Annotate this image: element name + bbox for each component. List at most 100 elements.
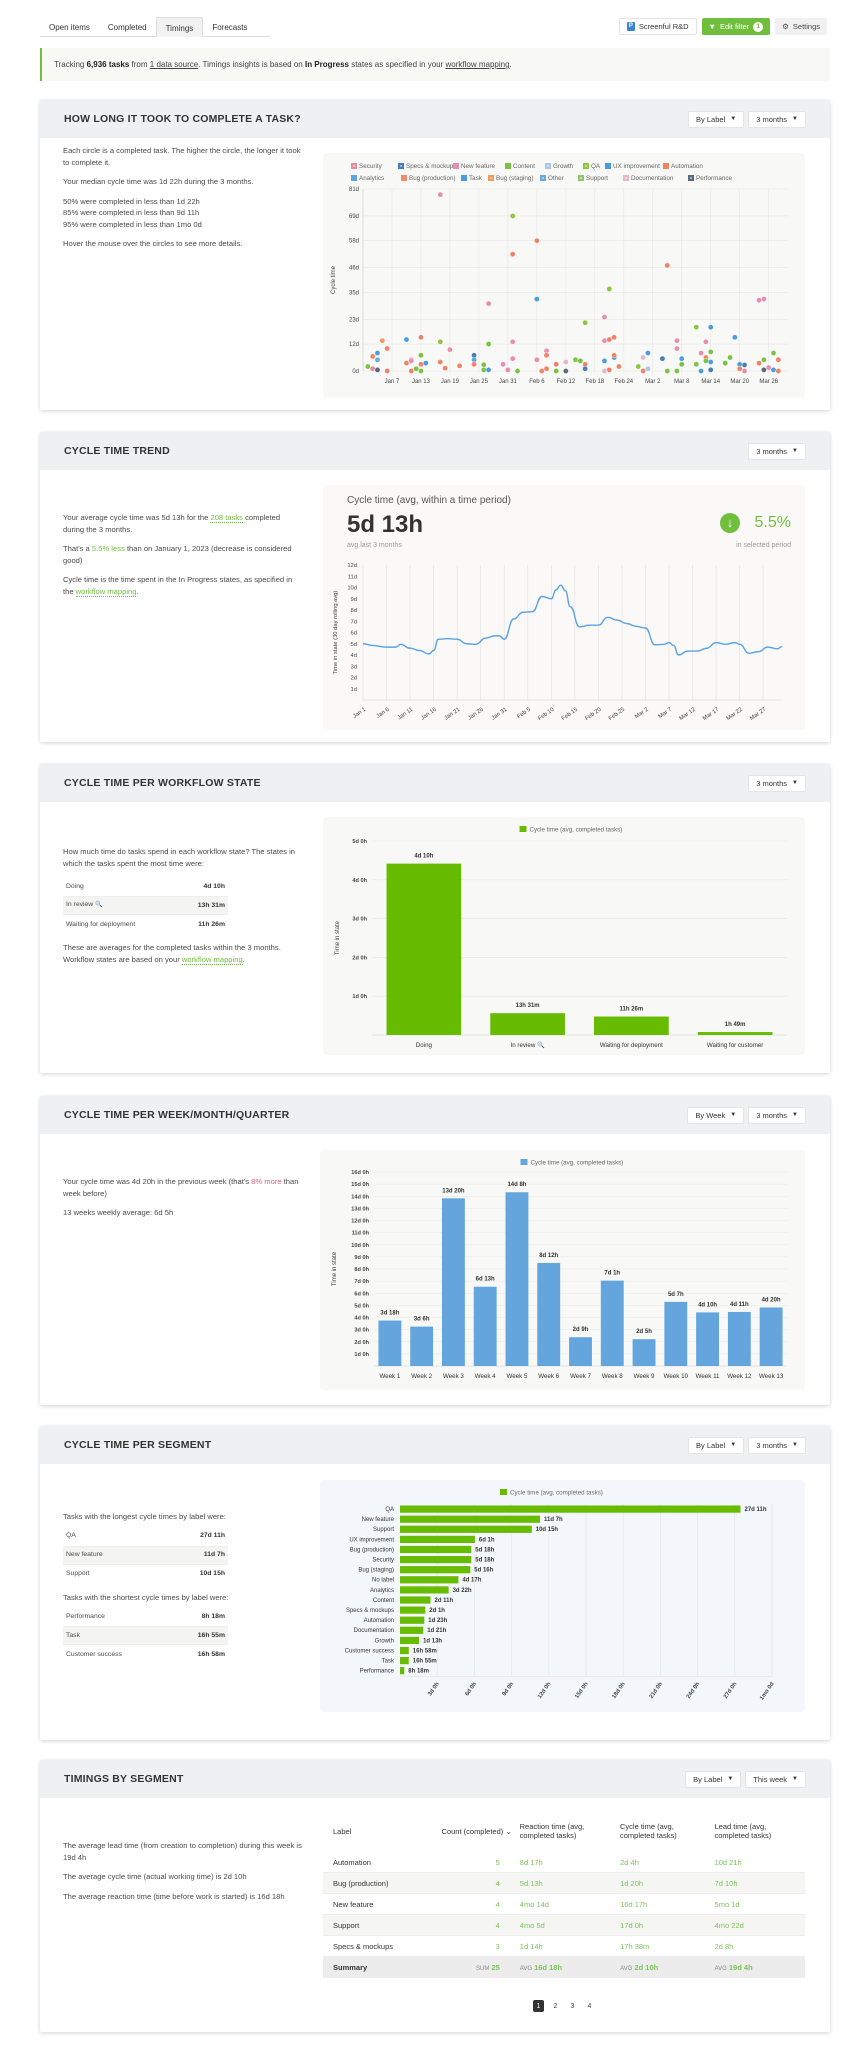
scatter-point[interactable] xyxy=(761,367,767,373)
scatter-point[interactable] xyxy=(756,297,762,304)
tasks-link[interactable]: 208 tasks xyxy=(210,513,243,523)
scatter-point[interactable] xyxy=(645,350,651,356)
edit-filter-button[interactable]: ▼ Edit filter 1 xyxy=(701,18,771,35)
scatter-point[interactable] xyxy=(640,368,646,374)
scatter-point[interactable] xyxy=(601,314,608,320)
scatter-point[interactable] xyxy=(403,360,410,366)
table-row[interactable]: Automation 5 8d 17h 2d 4h 10d 21h xyxy=(323,1852,805,1873)
bar[interactable] xyxy=(400,1626,424,1634)
period-select[interactable]: 3 months ▼ xyxy=(748,1106,806,1124)
scatter-point[interactable] xyxy=(374,350,381,356)
scatter-point[interactable] xyxy=(693,361,700,368)
scatter-point[interactable] xyxy=(707,359,714,365)
scatter-point[interactable] xyxy=(413,365,419,372)
period-select[interactable]: 3 months ▼ xyxy=(748,110,806,128)
scatter-point[interactable] xyxy=(732,334,738,341)
bar[interactable] xyxy=(696,1312,720,1366)
scatter-point[interactable] xyxy=(485,367,492,373)
group-by-select[interactable]: By Label ▼ xyxy=(688,110,745,128)
scatter-point[interactable] xyxy=(369,353,376,360)
scatter-point[interactable] xyxy=(775,368,782,374)
bar[interactable] xyxy=(759,1307,783,1366)
scatter-point[interactable] xyxy=(442,365,448,371)
bar[interactable] xyxy=(378,1320,402,1366)
column-lead-time[interactable]: Lead time (avg, completed tasks) xyxy=(714,1822,772,1840)
bar[interactable] xyxy=(727,1311,751,1366)
column-reaction-time[interactable]: Reaction time (avg, completed tasks) xyxy=(519,1822,585,1840)
bar[interactable] xyxy=(505,1192,529,1366)
scatter-point[interactable] xyxy=(500,361,506,368)
scatter-point[interactable] xyxy=(509,251,516,257)
scatter-point[interactable] xyxy=(765,364,772,371)
scatter-point[interactable] xyxy=(418,334,424,341)
search-icon[interactable]: 🔍 xyxy=(95,902,103,909)
page-3-button[interactable]: 3 xyxy=(570,2002,575,2010)
scatter-point[interactable] xyxy=(664,368,671,374)
scatter-point[interactable] xyxy=(707,367,714,373)
bar[interactable] xyxy=(400,1636,420,1644)
scatter-point[interactable] xyxy=(611,352,617,359)
tab-open-items[interactable]: Open items xyxy=(49,23,90,32)
scatter-point[interactable] xyxy=(698,368,704,374)
page-1-button[interactable]: 1 xyxy=(533,2000,544,2012)
bar[interactable] xyxy=(632,1339,656,1366)
bar[interactable] xyxy=(400,1657,409,1665)
data-source-link[interactable]: 1 data source xyxy=(149,60,199,69)
scatter-point[interactable] xyxy=(674,345,680,352)
scatter-point[interactable] xyxy=(761,356,767,363)
scatter-point[interactable] xyxy=(485,341,492,347)
scatter-point[interactable] xyxy=(770,350,777,356)
bar[interactable] xyxy=(400,1505,741,1513)
scatter-point[interactable] xyxy=(543,365,550,372)
scatter-point[interactable] xyxy=(509,213,516,219)
workflow-mapping-link[interactable]: workflow mapping xyxy=(445,60,510,69)
scatter-point[interactable] xyxy=(437,191,444,198)
table-row[interactable]: Support 4 4mo 5d 17d 0h 4mo 22d xyxy=(323,1915,805,1936)
scatter-point[interactable] xyxy=(471,352,477,359)
bar[interactable] xyxy=(569,1337,592,1366)
scatter-point[interactable] xyxy=(543,352,550,359)
column-cycle-time[interactable]: Cycle time (avg, completed tasks) xyxy=(620,1822,677,1840)
scatter-point[interactable] xyxy=(563,359,569,365)
scatter-point[interactable] xyxy=(678,355,685,362)
scatter-point[interactable] xyxy=(601,368,608,374)
period-select[interactable]: This week ▼ xyxy=(745,1770,806,1788)
bar[interactable] xyxy=(600,1280,624,1366)
scatter-point[interactable] xyxy=(582,319,588,326)
scatter-point[interactable] xyxy=(408,358,415,364)
scatter-point[interactable] xyxy=(761,296,767,302)
scatter-point[interactable] xyxy=(437,359,444,365)
scatter-point[interactable] xyxy=(509,338,516,345)
bar[interactable] xyxy=(386,863,462,1035)
scatter-point[interactable] xyxy=(616,363,622,370)
interval-select[interactable]: By Week ▼ xyxy=(687,1106,745,1124)
scatter-point[interactable] xyxy=(770,367,777,373)
scatter-point[interactable] xyxy=(775,356,782,363)
bar[interactable] xyxy=(490,1013,565,1035)
scatter-point[interactable] xyxy=(456,363,463,369)
scatter-point[interactable] xyxy=(722,360,729,366)
scatter-point[interactable] xyxy=(741,368,748,374)
scatter-point[interactable] xyxy=(447,346,453,353)
tab-forecasts[interactable]: Forecasts xyxy=(212,23,248,32)
scatter-point[interactable] xyxy=(379,337,386,344)
scatter-point[interactable] xyxy=(437,338,444,345)
scatter-point[interactable] xyxy=(509,355,516,362)
page-2-button[interactable]: 2 xyxy=(553,2002,558,2010)
scatter-point[interactable] xyxy=(534,237,540,244)
scatter-point[interactable] xyxy=(707,324,714,330)
scatter-point[interactable] xyxy=(418,352,424,359)
workflow-mapping-link[interactable]: workflow mapping xyxy=(75,586,137,597)
bar[interactable] xyxy=(400,1576,459,1584)
bar[interactable] xyxy=(537,1262,561,1366)
bar[interactable] xyxy=(400,1616,425,1624)
group-by-select[interactable]: By Label ▼ xyxy=(685,1770,742,1788)
scatter-point[interactable] xyxy=(703,338,709,345)
scatter-point[interactable] xyxy=(403,336,410,343)
bar[interactable] xyxy=(400,1515,540,1523)
column-label[interactable]: Label xyxy=(333,1826,352,1836)
bar[interactable] xyxy=(400,1556,472,1564)
scatter-point[interactable] xyxy=(703,358,709,364)
scatter-point[interactable] xyxy=(606,367,613,373)
group-by-select[interactable]: By Label ▼ xyxy=(688,1436,745,1454)
